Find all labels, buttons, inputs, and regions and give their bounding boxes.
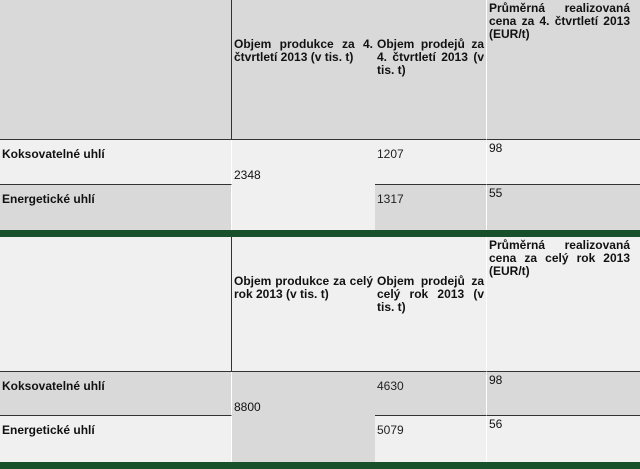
header-price: Průměrná realizovaná cena za celý rok 20… (487, 237, 640, 372)
row-label: Energetické uhlí (0, 185, 232, 230)
sales-value: 1317 (375, 185, 487, 230)
header-empty (0, 0, 232, 140)
header-price: Průměrná realizovaná cena za 4. čtvrtlet… (487, 0, 640, 140)
sales-value: 1207 (375, 140, 487, 185)
row-label: Koksovatelné uhlí (0, 140, 232, 185)
header-empty (0, 237, 232, 372)
header-sales: Objem prodejů za celý rok 2013 (v tis. t… (375, 237, 487, 372)
production-total: 8800 (232, 372, 375, 462)
price-value: 55 (487, 185, 640, 230)
divider (0, 462, 640, 469)
header-production: Objem produkce za 4. čtvrtletí 2013 (v t… (232, 0, 375, 140)
divider (0, 230, 640, 237)
header-production: Objem produkce za celý rok 2013 (v tis. … (232, 237, 375, 372)
price-value: 98 (487, 372, 640, 416)
row-label: Koksovatelné uhlí (0, 372, 232, 416)
price-value: 98 (487, 140, 640, 185)
header-sales: Objem prodejů za 4. čtvrtletí 2013 (v ti… (375, 0, 487, 140)
row-label: Energetické uhlí (0, 416, 232, 462)
price-value: 56 (487, 416, 640, 462)
production-total: 2348 (232, 140, 375, 230)
sales-value: 5079 (375, 416, 487, 462)
sales-value: 4630 (375, 372, 487, 416)
